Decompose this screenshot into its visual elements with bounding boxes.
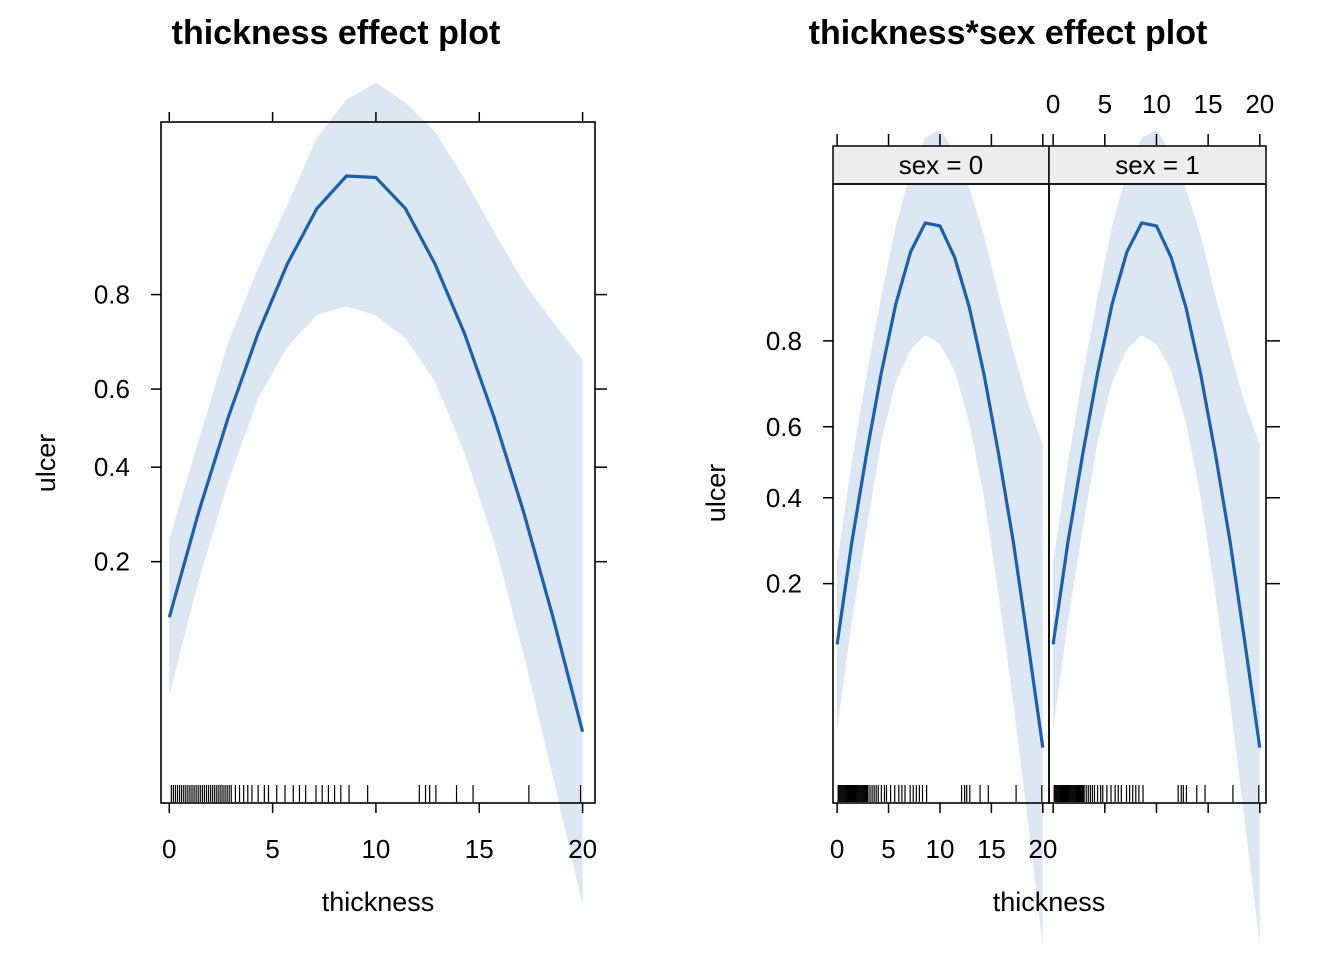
x-tick-label: 15 (977, 834, 1006, 864)
x-tick-label: 5 (265, 834, 279, 864)
x-tick-label-top: 5 (1098, 89, 1112, 119)
x-tick-label-top: 15 (1194, 89, 1223, 119)
x-tick-label-top: 20 (1245, 89, 1274, 119)
x-tick-label-top: 0 (1046, 89, 1060, 119)
fit-line-group (835, 221, 1262, 748)
x-tick-label: 20 (568, 834, 597, 864)
panel-frame (1048, 183, 1267, 804)
y-axis: 0.2 0.4 0.6 0.8 (766, 326, 1280, 599)
fit-line (835, 221, 1045, 748)
rug-group (170, 785, 582, 802)
x-tick-label: 0 (162, 834, 176, 864)
x-tick-label-top: 10 (1142, 89, 1171, 119)
x-axis: 0 5 10 15 20 0 5 10 15 20 (830, 89, 1274, 864)
panel-frames (832, 183, 1267, 804)
y-tick-label: 0.6 (94, 374, 130, 404)
y-tick-label: 0.8 (766, 326, 802, 356)
x-tick-label: 0 (830, 834, 844, 864)
y-tick-label: 0.8 (94, 280, 130, 310)
x-axis-label: thickness (322, 887, 435, 917)
fit-line (1051, 221, 1262, 748)
x-tick-label: 20 (1028, 834, 1057, 864)
strip-label: sex = 0 (899, 150, 984, 180)
y-tick-label: 0.4 (94, 452, 130, 482)
confidence-band-group (169, 82, 583, 906)
chart-thickness-sex: thickness*sex effect plot sex = 0 sex = 1… (701, 14, 1280, 946)
x-axis-label: thickness (993, 887, 1106, 917)
fit-line (167, 174, 585, 733)
x-tick-label: 10 (361, 834, 390, 864)
y-tick-label: 0.2 (94, 547, 130, 577)
y-tick-label: 0.2 (766, 569, 802, 599)
chart-title: thickness*sex effect plot (809, 14, 1208, 52)
chart-title: thickness effect plot (172, 14, 501, 52)
y-tick-label: 0.6 (766, 412, 802, 442)
chart-thickness: thickness effect plot 0 5 10 15 20 0.2 0.4 0.6… (31, 14, 607, 917)
plot-frame (160, 121, 596, 804)
y-tick-label: 0.4 (766, 483, 802, 513)
x-tick-label: 10 (926, 834, 955, 864)
rug-group (837, 785, 1260, 802)
x-axis: 0 5 10 15 20 (162, 112, 597, 864)
strip-group: sex = 0 sex = 1 (832, 145, 1267, 185)
x-tick-label: 15 (465, 834, 494, 864)
x-tick-label: 5 (881, 834, 895, 864)
fit-line-group (167, 174, 585, 733)
strip-label: sex = 1 (1115, 150, 1200, 180)
y-axis: 0.2 0.4 0.6 0.8 (94, 280, 607, 577)
y-axis-label: ulcer (31, 434, 61, 493)
y-axis-label: ulcer (701, 464, 731, 523)
confidence-band (169, 82, 583, 906)
